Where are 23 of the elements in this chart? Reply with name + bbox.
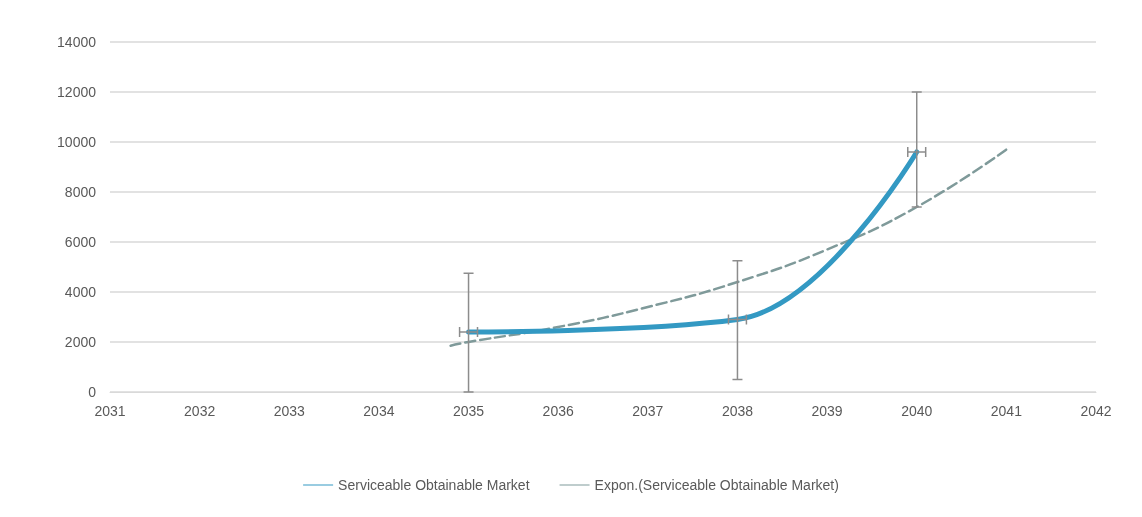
line-series	[449, 148, 1008, 347]
x-tick-label: 2042	[1080, 403, 1112, 419]
x-tick-label: 2036	[542, 403, 574, 419]
x-tick-label: 2040	[901, 403, 933, 419]
x-tick-label: 2039	[811, 403, 843, 419]
x-tick-label: 2035	[452, 403, 485, 419]
y-tick-label: 6000	[64, 234, 97, 250]
x-tick-label: 2033	[273, 403, 306, 419]
y-tick-label: 2000	[64, 334, 97, 350]
y-tick-label: 4000	[64, 284, 97, 300]
legend-label: Serviceable Obtainable Market	[338, 477, 530, 493]
x-tick-label: 2037	[632, 403, 664, 419]
legend-label: Expon.(Serviceable Obtainable Market)	[594, 477, 839, 493]
x-tick-label: 2034	[363, 403, 395, 419]
x-tick-label: 2041	[990, 403, 1023, 419]
y-tick-label: 10000	[57, 134, 97, 150]
x-tick-label: 2031	[94, 403, 126, 419]
y-tick-label: 14000	[57, 34, 97, 50]
y-tick-label: 8000	[64, 184, 97, 200]
x-tick-label: 2032	[184, 403, 216, 419]
y-tick-label: 0	[88, 384, 97, 400]
y-tick-label: 12000	[57, 84, 97, 100]
x-tick-label: 2038	[721, 403, 754, 419]
